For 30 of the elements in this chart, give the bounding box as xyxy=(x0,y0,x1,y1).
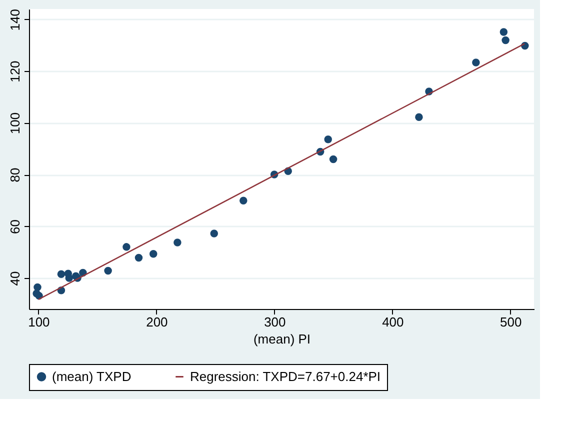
point xyxy=(134,254,143,262)
x-tick-label: 400 xyxy=(382,314,404,330)
point xyxy=(57,270,66,278)
point xyxy=(210,230,218,238)
point xyxy=(324,135,332,144)
x-axis-title: (mean) PI xyxy=(253,332,311,346)
point xyxy=(65,274,73,282)
y-tick-label: 140 xyxy=(8,8,22,31)
y-tick-label: 60 xyxy=(8,220,22,234)
point xyxy=(500,28,508,36)
point xyxy=(472,58,480,66)
point xyxy=(122,243,130,251)
point xyxy=(502,36,510,44)
x-tick-label: 100 xyxy=(28,314,50,330)
point xyxy=(174,238,182,246)
y-tick-label: 80 xyxy=(8,168,22,182)
legend-label: Regression: TXPD=7.67+0.24*PI xyxy=(190,368,381,384)
legend-label: (mean) TXPD xyxy=(52,368,132,384)
y-tick-label: 120 xyxy=(8,60,22,82)
y-tick-label: 40 xyxy=(8,271,22,286)
point xyxy=(329,155,338,164)
x-tick-label: 500 xyxy=(500,314,522,330)
point xyxy=(149,250,158,258)
point xyxy=(104,266,112,275)
point xyxy=(240,196,248,205)
point xyxy=(34,283,42,292)
x-tick-label: 300 xyxy=(264,314,286,330)
x-tick-label: 200 xyxy=(146,314,168,330)
y-tick-label: 100 xyxy=(8,112,22,134)
point xyxy=(415,113,423,121)
